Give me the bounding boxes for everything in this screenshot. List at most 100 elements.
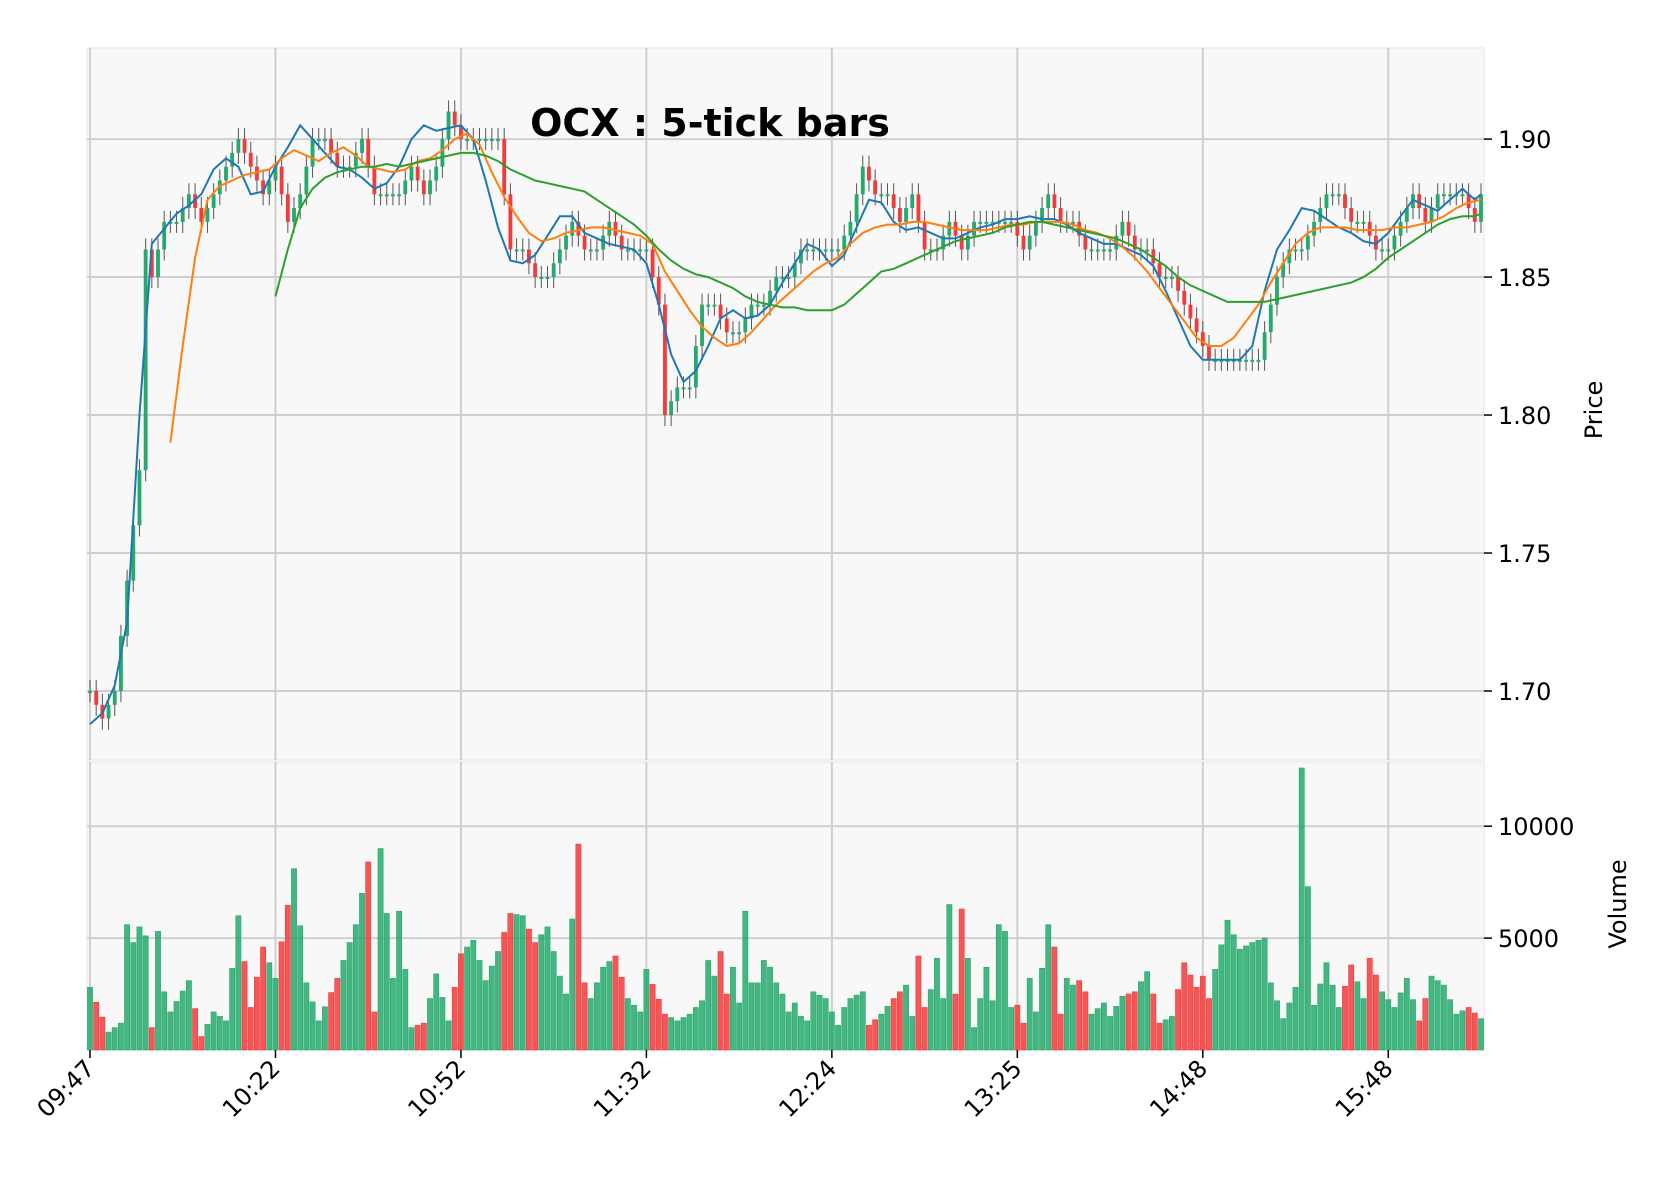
volume-bar-down xyxy=(1181,962,1188,1051)
volume-bar-up xyxy=(754,982,761,1051)
volume-bar-up xyxy=(1428,975,1435,1051)
volume-bar-up xyxy=(1168,1016,1175,1051)
volume-bar-up xyxy=(1070,984,1076,1051)
x-tick-label: 09:47 xyxy=(32,1054,101,1123)
candle-up xyxy=(409,166,414,181)
candle-down xyxy=(452,111,457,126)
volume-bar-up xyxy=(167,1011,174,1051)
volume-bar-down xyxy=(1187,974,1194,1051)
candle-down xyxy=(193,194,198,209)
candle-down xyxy=(1058,208,1063,222)
volume-bar-up xyxy=(927,989,934,1051)
candle-down xyxy=(1077,221,1082,236)
volume-bar-down xyxy=(1348,964,1355,1051)
candle-up xyxy=(230,152,235,167)
candle-down xyxy=(1367,221,1372,236)
candle-up xyxy=(928,249,933,252)
volume-bar-up xyxy=(488,965,495,1051)
volume-bar-up xyxy=(903,984,909,1051)
candle-up xyxy=(1145,249,1150,252)
volume-bar-up xyxy=(977,998,984,1051)
candle-up xyxy=(1355,221,1360,224)
volume-bar-up xyxy=(631,1004,637,1051)
volume-bar-up xyxy=(340,960,347,1051)
volume-bar-up xyxy=(847,998,854,1051)
candle-down xyxy=(1417,194,1422,209)
candle-up xyxy=(360,139,364,153)
volume-bar-down xyxy=(192,1008,198,1051)
volume-bar-up xyxy=(1236,948,1243,1051)
volume-bar-up xyxy=(779,993,786,1051)
volume-bar-up xyxy=(390,978,396,1051)
volume-bar-up xyxy=(544,926,551,1051)
candle-up xyxy=(106,704,111,719)
candle-up xyxy=(836,249,840,252)
volume-bar-up xyxy=(87,987,93,1051)
candle-down xyxy=(255,166,259,181)
candle-up xyxy=(885,194,890,197)
volume-bar-down xyxy=(198,1036,205,1051)
candle-up xyxy=(842,235,847,250)
candle-up xyxy=(965,235,970,250)
candle-down xyxy=(650,249,655,278)
candle-down xyxy=(279,166,284,195)
ma-mid-line xyxy=(169,132,1482,443)
candle-up xyxy=(298,194,303,209)
candle-up xyxy=(1046,194,1051,209)
volume-bar-up xyxy=(773,982,780,1051)
volume-bar-up xyxy=(1094,1008,1101,1051)
volume-bar-down xyxy=(1020,1022,1027,1051)
candle-up xyxy=(520,249,525,252)
candle-up xyxy=(669,401,674,416)
candle-up xyxy=(1435,194,1440,209)
candle-up xyxy=(131,525,136,581)
x-tick-label: 12:24 xyxy=(773,1054,842,1123)
volume-bar-up xyxy=(730,966,736,1051)
candle-up xyxy=(1262,332,1267,360)
volume-bar-up xyxy=(161,991,168,1051)
candle-down xyxy=(1015,221,1020,236)
candle-down xyxy=(1052,194,1057,209)
volume-bar-down xyxy=(451,987,458,1051)
candle-up xyxy=(805,249,810,252)
volume-bar-up xyxy=(760,960,767,1051)
volume-bar-up xyxy=(1107,1016,1113,1051)
chart-title: OCX : 5-tick bars xyxy=(530,101,890,145)
candle-down xyxy=(1349,208,1354,222)
candle-up xyxy=(496,139,500,142)
candle-down xyxy=(867,166,871,181)
candle-up xyxy=(811,249,816,252)
candle-up xyxy=(137,470,142,526)
candle-up xyxy=(539,277,544,280)
candle-down xyxy=(656,277,661,305)
volume-bar-up xyxy=(878,1013,885,1051)
candle-up xyxy=(638,249,643,252)
candle-down xyxy=(1182,290,1187,305)
volume-bar-down xyxy=(1051,946,1058,1051)
candle-down xyxy=(576,221,581,236)
candles xyxy=(88,100,1483,730)
volume-bar-up xyxy=(1002,931,1008,1051)
candle-up xyxy=(854,194,859,222)
volume-bar-up xyxy=(105,1031,112,1051)
volume-bar-down xyxy=(254,976,260,1051)
candle-up xyxy=(879,194,884,197)
candle-up xyxy=(347,166,352,169)
volume-bar-up xyxy=(822,998,829,1051)
candle-up xyxy=(168,221,173,224)
candle-down xyxy=(663,304,667,416)
candle-down xyxy=(533,263,538,278)
candle-up xyxy=(186,194,191,209)
candle-up xyxy=(384,194,389,197)
volume-bar-up xyxy=(1280,1018,1287,1051)
volume-bar-up xyxy=(1255,940,1262,1051)
volume-bar-down xyxy=(575,843,582,1051)
candle-up xyxy=(273,166,278,181)
candle-down xyxy=(502,139,507,195)
volume-bar-up xyxy=(810,991,817,1051)
volume-bar-down xyxy=(1373,974,1379,1051)
candle-up xyxy=(1169,277,1174,280)
volume-bar-down xyxy=(420,1022,427,1051)
candle-down xyxy=(1343,194,1347,209)
